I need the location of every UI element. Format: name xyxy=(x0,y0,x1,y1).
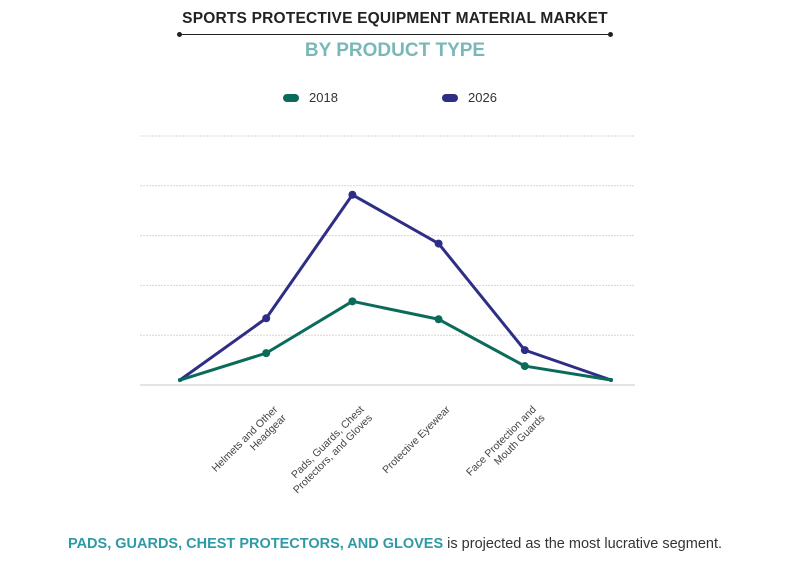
x-tick-label: Protective Eyewear xyxy=(380,403,453,476)
x-tick-label: Pads, Guards, ChestProtectors, and Glove… xyxy=(283,404,376,497)
legend-label: 2026 xyxy=(468,90,497,105)
data-point-2018 xyxy=(348,297,357,306)
legend-swatch xyxy=(442,93,458,102)
data-point-2018 xyxy=(262,349,271,358)
footer-note: PADS, GUARDS, CHEST PROTECTORS, AND GLOV… xyxy=(0,536,790,552)
series-line-2026 xyxy=(179,193,612,382)
x-tick-label: Face Protection andMouth Guards xyxy=(464,404,548,488)
data-point-2018 xyxy=(609,378,613,383)
legend-swatch xyxy=(283,93,299,102)
x-tick-label: Helmets and OtherHeadgear xyxy=(210,403,290,483)
data-point-2026 xyxy=(348,190,357,199)
chart-title: SPORTS PROTECTIVE EQUIPMENT MATERIAL MAR… xyxy=(182,10,608,27)
data-point-2026 xyxy=(520,346,529,355)
legend-item-2026: 2026 xyxy=(442,90,497,105)
footer-text: is projected as the most lucrative segme… xyxy=(443,536,723,552)
footer-highlight: PADS, GUARDS, CHEST PROTECTORS, AND GLOV… xyxy=(67,536,444,552)
data-point-2018 xyxy=(434,315,443,324)
data-point-2018 xyxy=(178,378,182,383)
data-point-2026 xyxy=(262,314,271,323)
divider-dot xyxy=(608,32,613,37)
divider-dot xyxy=(177,32,182,37)
legend-item-2018: 2018 xyxy=(283,90,338,105)
data-point-2026 xyxy=(434,239,443,248)
series-line-2018 xyxy=(179,299,612,382)
chart-subtitle: BY PRODUCT TYPE xyxy=(304,40,486,61)
legend-label: 2018 xyxy=(309,90,338,105)
data-point-2018 xyxy=(520,362,529,371)
title-divider xyxy=(180,34,610,35)
